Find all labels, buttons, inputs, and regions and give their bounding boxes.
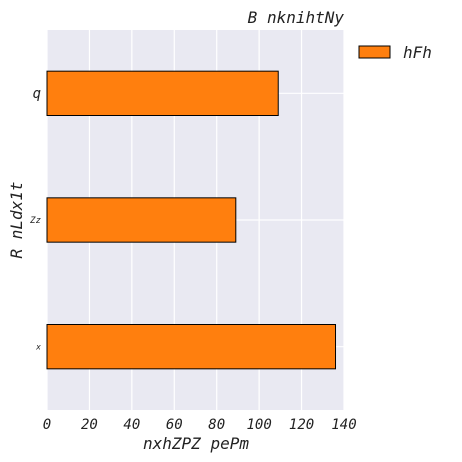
legend-label: hFh (403, 43, 432, 62)
y-tick-label: x (35, 342, 41, 351)
x-tick-label: 40 (123, 417, 140, 433)
x-axis-label: nxhZPZ pePm (143, 434, 249, 453)
legend: hFh (358, 43, 432, 62)
chart-title: B nknihtNy (248, 8, 345, 27)
legend-swatch (358, 45, 391, 59)
y-tick-labels: x Zz q (29, 86, 41, 351)
y-tick-label: q (33, 86, 41, 102)
bars (46, 70, 337, 370)
x-tick-labels: 0 20 40 60 80 100 120 140 (43, 417, 357, 433)
x-tick-label: 80 (208, 417, 225, 433)
x-tick-label: 60 (166, 417, 183, 433)
bar-Zz (46, 197, 237, 243)
bar-x (46, 324, 337, 370)
x-tick-label: 140 (331, 417, 356, 433)
x-tick-label: 20 (81, 417, 98, 433)
y-axis-label: R nLdx1t (7, 181, 26, 258)
y-tick-label: Zz (29, 216, 41, 226)
x-tick-label: 0 (43, 417, 51, 433)
x-tick-label: 120 (289, 417, 314, 433)
x-tick-label: 100 (246, 417, 271, 433)
bar-q (46, 70, 279, 116)
